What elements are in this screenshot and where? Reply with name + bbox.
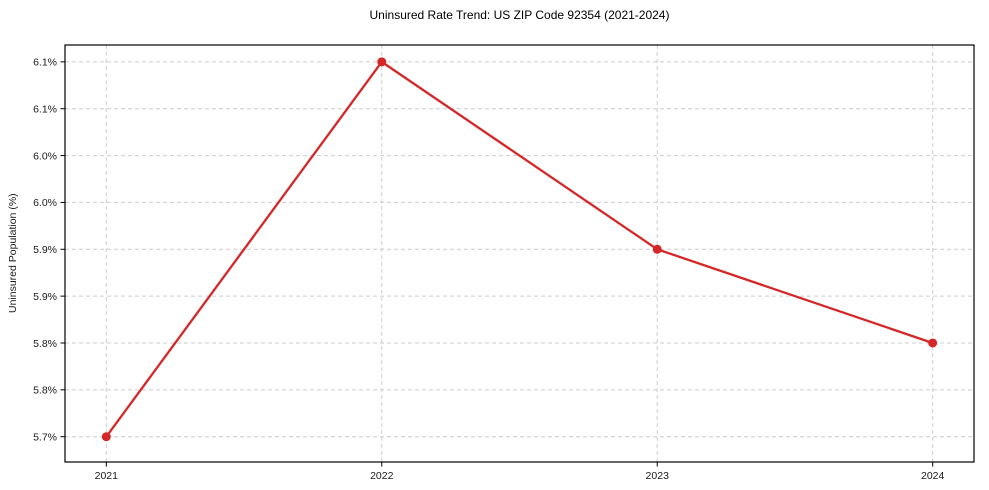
y-tick-label: 5.9% [33,291,57,303]
y-tick-label: 5.7% [33,431,57,443]
y-tick-label: 6.0% [33,150,57,162]
x-tick-label: 2021 [95,470,119,482]
x-tick-label: 2022 [370,470,394,482]
y-tick-label: 5.8% [33,338,57,350]
y-tick-label: 6.1% [33,57,57,69]
y-tick-label: 6.0% [33,197,57,209]
data-point-2021 [101,432,111,442]
data-point-2022 [377,57,387,67]
trend-line [105,60,934,438]
data-point-2024 [928,338,938,348]
y-tick-label: 6.1% [33,104,57,116]
x-tick-label: 2023 [646,470,670,482]
y-tick-label: 5.9% [33,244,57,256]
plot-area [64,44,975,463]
y-tick-label: 5.8% [33,385,57,397]
x-tick-label: 2024 [921,470,945,482]
chart-title: Uninsured Rate Trend: US ZIP Code 92354 … [369,8,670,22]
data-point-2023 [652,244,662,254]
